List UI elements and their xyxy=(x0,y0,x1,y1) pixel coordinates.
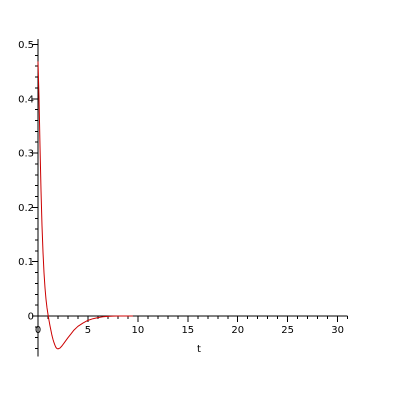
x-tick-label: 15 xyxy=(181,325,194,336)
tick-marks xyxy=(32,44,349,350)
y-tick-label: 0.4 xyxy=(18,94,34,105)
y-tick-label: 0.2 xyxy=(18,203,34,214)
y-tick-label: 0.5 xyxy=(18,40,34,51)
y-tick-label: 0.1 xyxy=(18,257,34,268)
x-tick-label: 10 xyxy=(132,325,145,336)
x-tick-label: 0 xyxy=(35,325,41,336)
y-tick-label: 0 xyxy=(28,312,34,323)
x-tick-label: 5 xyxy=(85,325,91,336)
x-tick-label: 25 xyxy=(281,325,294,336)
axes xyxy=(37,39,348,357)
series-line xyxy=(37,61,133,350)
tick-labels: 0 5 10 15 20 25 30 0 0.1 0.2 0.3 0.4 0.5 xyxy=(18,40,344,336)
y-tick-label: 0.3 xyxy=(18,149,34,160)
x-tick-label: 20 xyxy=(231,325,244,336)
x-axis-label: t xyxy=(197,344,201,355)
x-tick-label: 30 xyxy=(331,325,344,336)
series-layer xyxy=(37,61,133,350)
